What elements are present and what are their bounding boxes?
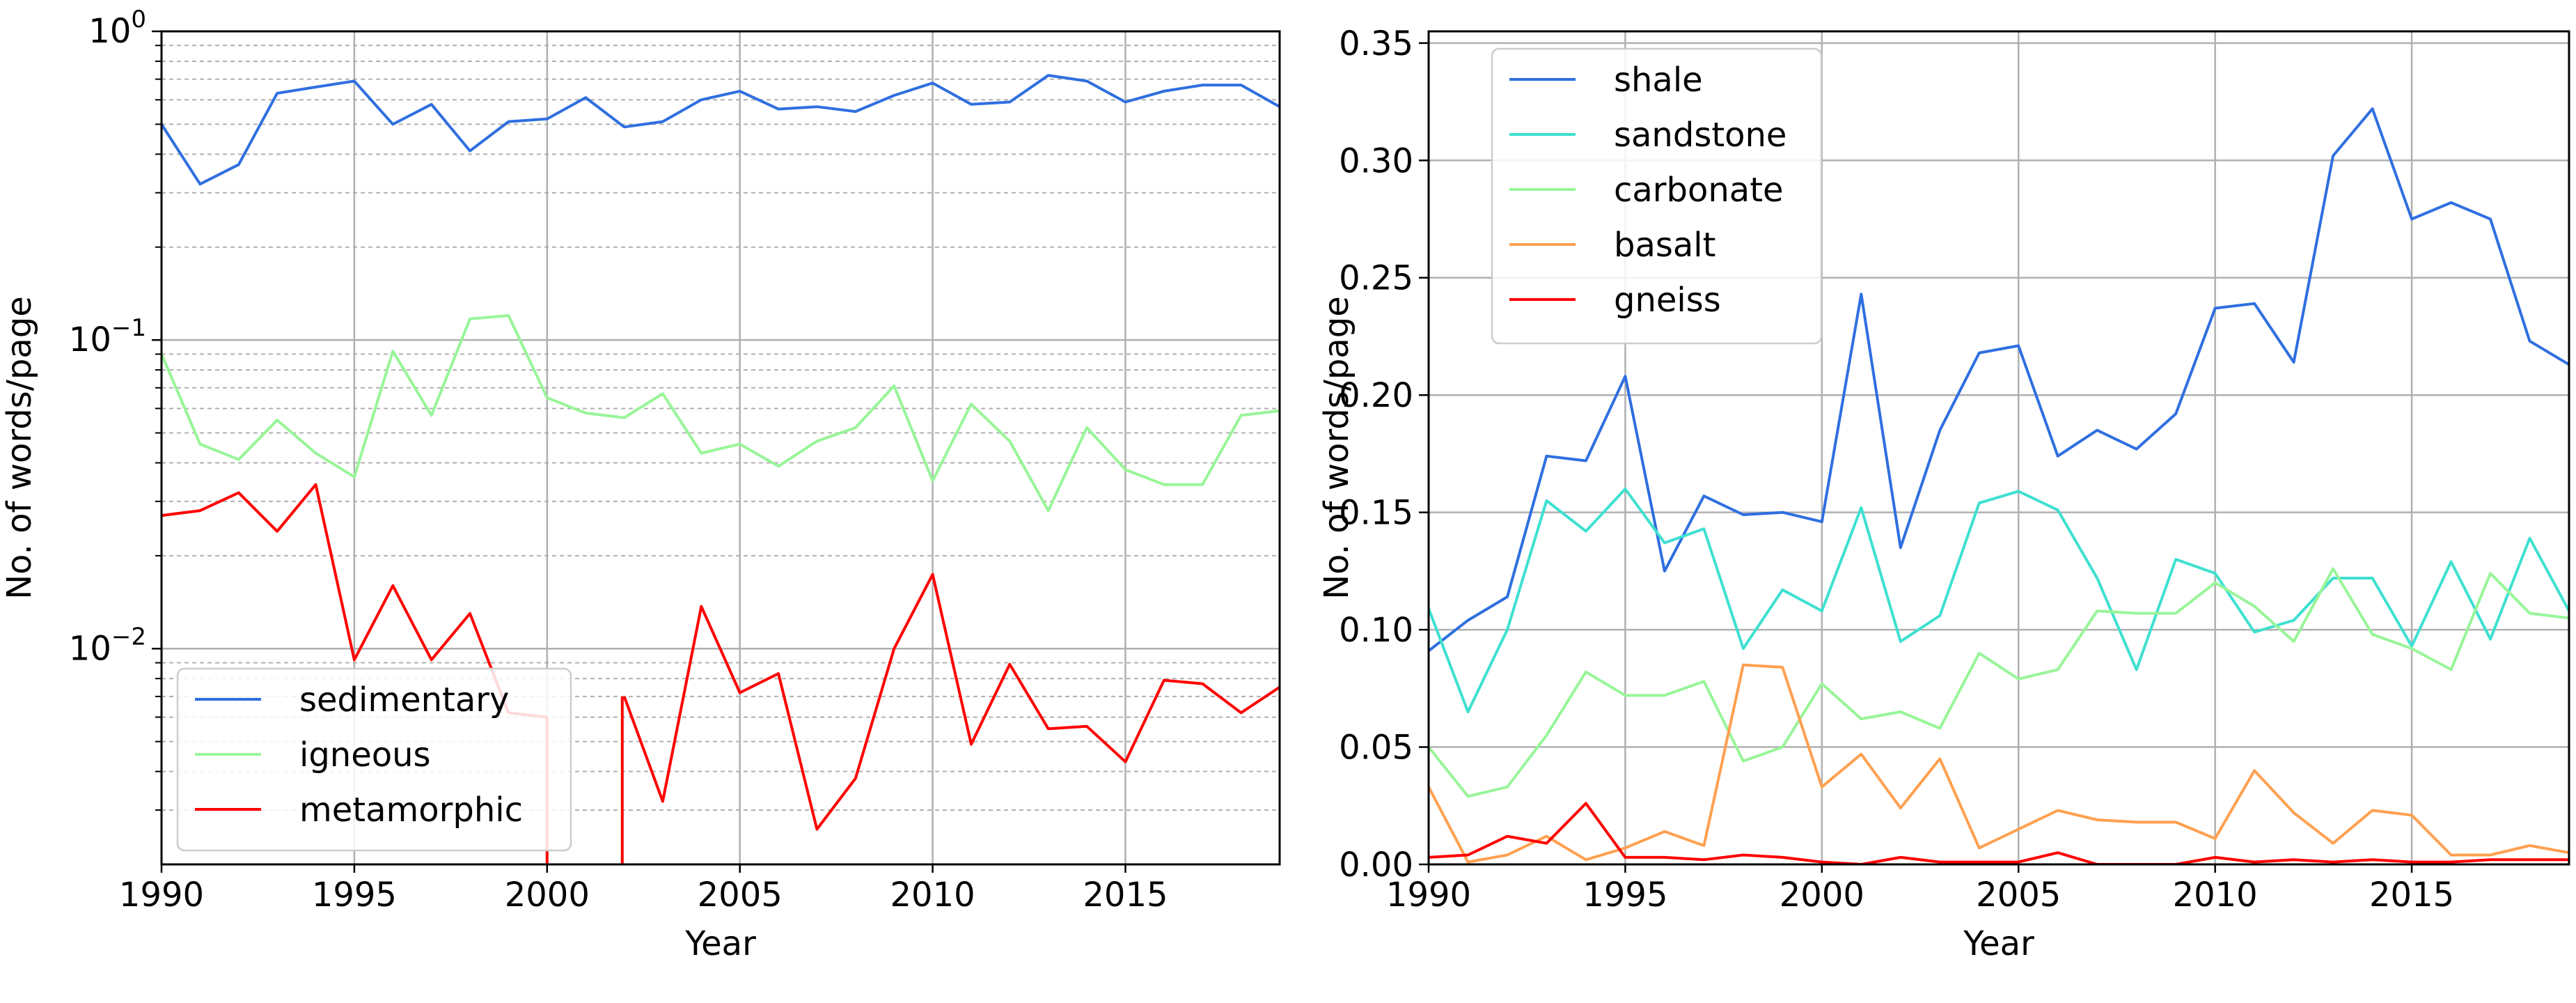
x-tick-label: 2010 [2173, 876, 2258, 915]
legend-box [176, 667, 572, 852]
y-tick-label: 0.00 [1339, 846, 1413, 885]
y-tick-exponent: −1 [111, 314, 146, 342]
y-tick-base: 10 [69, 320, 111, 359]
legend-label: sedimentary [299, 681, 509, 720]
y-tick-label: 10−2 [69, 623, 146, 668]
x-tick-label: 2000 [505, 876, 590, 915]
x-tick-label: 1990 [1386, 876, 1471, 915]
x-tick-label: 2010 [890, 876, 975, 915]
y-tick-base: 10 [88, 12, 131, 51]
y-tick-label: 0.15 [1339, 494, 1413, 533]
y-tick-label: 0.05 [1339, 729, 1413, 768]
legend-label: sandstone [1614, 116, 1786, 155]
x-tick-label: 2000 [1780, 876, 1864, 915]
legend-box [1491, 47, 1823, 345]
series-line-basalt [1429, 663, 2569, 864]
y-tick-label: 0.10 [1339, 611, 1413, 650]
legend-label: metamorphic [299, 791, 523, 830]
series-line-sedimentary [162, 74, 1280, 186]
legend-label: carbonate [1614, 171, 1784, 210]
legend-label: gneiss [1614, 281, 1721, 320]
x-tick-label: 1995 [312, 876, 397, 915]
x-tick-label: 2005 [698, 876, 783, 915]
series-line-carbonate [1429, 567, 2569, 798]
y-axis-label: No. of words/page [0, 296, 39, 600]
legend-label: shale [1614, 61, 1703, 100]
x-tick-label: 2005 [1976, 876, 2061, 915]
chart-right: 1990 1995 2000 2005 2010 2015 0.00 0.05 0.10 0.15… [1317, 24, 2570, 963]
x-tick-label: 2015 [1083, 876, 1168, 915]
series-line-gneiss [1429, 802, 2569, 864]
chart-left: 1990 1995 2000 2005 2010 201510010−110−2YearN… [0, 6, 1281, 963]
x-tick-label: 1990 [119, 876, 204, 915]
x-axis-label: Year [684, 924, 756, 963]
y-tick-label: 10−1 [69, 314, 146, 359]
y-tick-label: 0.25 [1339, 259, 1413, 298]
series-line-sandstone [1429, 488, 2569, 713]
series-line-igneous [162, 314, 1280, 513]
y-tick-label: 100 [88, 6, 146, 51]
y-tick-exponent: 0 [131, 6, 146, 33]
series-line-metamorphic [162, 483, 1280, 831]
y-tick-exponent: −2 [111, 623, 146, 651]
series-line-shale [1429, 107, 2569, 652]
plot-frame [1427, 30, 2570, 866]
x-tick-label: 1995 [1582, 876, 1667, 915]
y-tick-base: 10 [69, 629, 111, 668]
y-axis-label: No. of words/page [1317, 296, 1356, 600]
y-tick-label: 0.35 [1339, 24, 1413, 63]
x-axis-label: Year [1963, 924, 2034, 963]
plot-frame [160, 30, 1281, 866]
y-tick-label: 0.20 [1339, 376, 1413, 415]
legend-label: igneous [299, 736, 431, 775]
y-tick-label: 0.30 [1339, 141, 1413, 180]
x-tick-label: 2015 [2369, 876, 2454, 915]
legend-label: basalt [1614, 226, 1715, 265]
